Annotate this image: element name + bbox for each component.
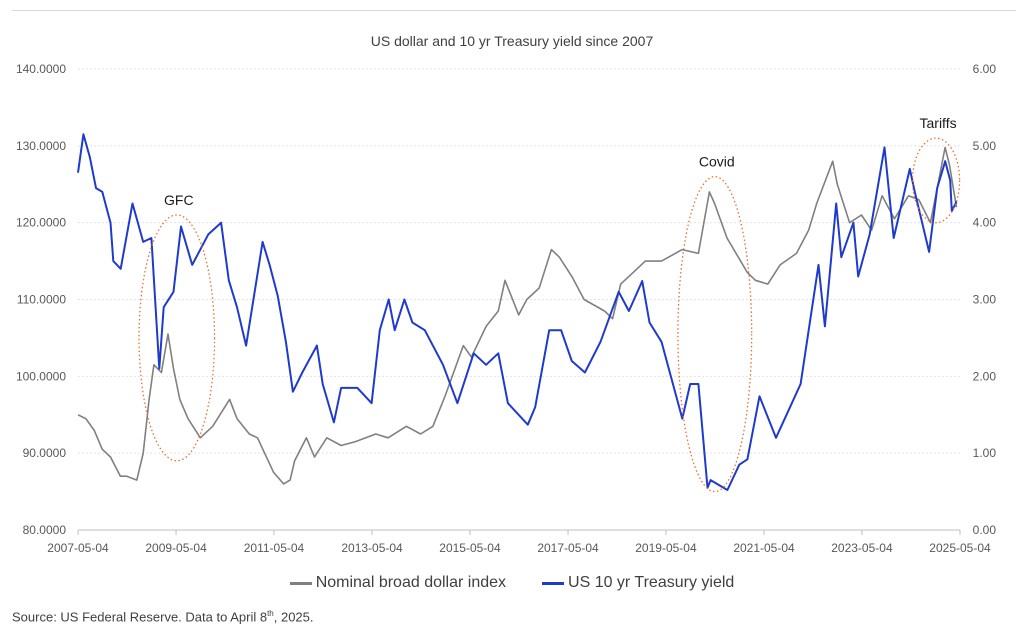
y-right-tick-label: 5.00 [973, 139, 997, 153]
legend-swatch-treasury [542, 581, 565, 585]
x-tick-label: 2013-05-04 [341, 541, 403, 555]
annotation-ellipse [138, 214, 216, 462]
x-tick-label: 2025-05-04 [929, 541, 991, 555]
x-tick-label: 2011-05-04 [244, 541, 305, 555]
y-left-tick-label: 110.0000 [17, 293, 66, 307]
source-text: Source: US Federal Reserve. Data to Apri… [12, 609, 268, 625]
y-right-tick-label: 4.00 [973, 216, 997, 230]
x-tick-label: 2017-05-04 [537, 541, 599, 555]
y-right-tick-label: 1.00 [973, 446, 997, 460]
y-right-tick-label: 0.00 [973, 523, 997, 537]
annotation-ellipse [677, 175, 753, 493]
y-right-tick-label: 3.00 [973, 293, 997, 307]
annotation-label: GFC [164, 192, 194, 208]
top-divider [12, 10, 1016, 11]
y-left-tick-label: 90.0000 [23, 446, 67, 460]
x-tick-label: 2009-05-04 [145, 541, 207, 555]
treasury-yield-line [77, 133, 958, 491]
annotation-label: Tariffs [920, 115, 957, 131]
y-left-tick-label: 140.0000 [16, 62, 66, 76]
legend: Nominal broad dollar index US 10 yr Trea… [0, 574, 1024, 592]
x-tick-label: 2023-05-04 [831, 541, 893, 555]
y-right-tick-label: 2.00 [973, 369, 997, 383]
x-tick-label: 2019-05-04 [635, 541, 697, 555]
dollar-index-line [77, 146, 958, 485]
series [77, 133, 958, 491]
x-tick-label: 2007-05-04 [47, 541, 109, 555]
legend-swatch-dollar [289, 581, 312, 585]
chart-title: US dollar and 10 yr Treasury yield since… [370, 33, 654, 49]
y-right-tick-label: 6.00 [973, 62, 997, 76]
annotations: GFC Covid Tariffs [138, 115, 961, 493]
y-left-tick-label: 120.0000 [16, 216, 66, 230]
annotation-ellipse [911, 137, 961, 224]
grid [78, 68, 960, 454]
source-note: Source: US Federal Reserve. Data to Apri… [12, 609, 314, 624]
x-tick-label: 2021-05-04 [733, 541, 795, 555]
x-tick-label: 2015-05-04 [439, 541, 501, 555]
annotation-label: Covid [699, 154, 735, 170]
y-left-tick-label: 80.0000 [23, 523, 67, 537]
legend-item-treasury: US 10 yr Treasury yield [542, 574, 734, 592]
y-left-tick-label: 130.0000 [16, 139, 66, 153]
axes: 80.0000 90.0000 100.0000 110.0000 120.0000 13… [16, 62, 996, 555]
y-left-tick-label: 100.0000 [16, 369, 66, 383]
legend-label-treasury: US 10 yr Treasury yield [568, 574, 735, 591]
legend-label-dollar: Nominal broad dollar index [315, 574, 507, 591]
source-suffix: , 2025. [273, 609, 314, 625]
chart: 80.0000 90.0000 100.0000 110.0000 120.0000 13… [16, 62, 996, 555]
legend-item-dollar: Nominal broad dollar index [289, 574, 507, 592]
source-superscript: th [267, 609, 274, 618]
